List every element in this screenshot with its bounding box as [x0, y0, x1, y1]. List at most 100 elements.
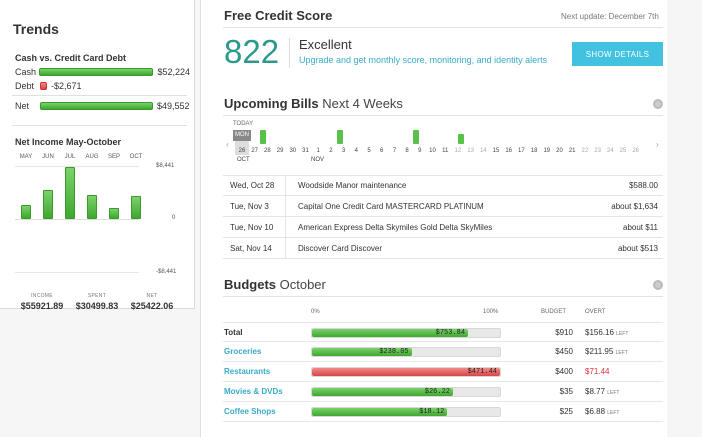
- cash-label: Cash: [15, 67, 37, 77]
- timeline-day[interactable]: 14: [479, 148, 487, 154]
- timeline-day[interactable]: 20: [556, 148, 563, 154]
- timeline-day[interactable]: 18: [530, 148, 538, 154]
- budget-name[interactable]: Coffee Shops: [224, 407, 276, 416]
- budget-remaining: $156.16 LEFT: [585, 328, 628, 337]
- timeline-day[interactable]: 23: [594, 148, 601, 154]
- timeline-day[interactable]: 10: [429, 148, 436, 154]
- upgrade-link[interactable]: Upgrade and get monthly score, monitorin…: [299, 55, 548, 65]
- timeline-day[interactable]: 12: [454, 148, 462, 154]
- bill-marker[interactable]: [337, 130, 343, 144]
- budgets-header: 0% 100% BUDGET OVERT: [223, 306, 663, 322]
- remaining-value: $211.95: [585, 347, 614, 356]
- bill-name: Discover Card Discover: [285, 238, 553, 258]
- timeline-next-icon[interactable]: ›: [656, 140, 659, 149]
- timeline-day[interactable]: 19: [543, 148, 551, 154]
- timeline-day[interactable]: 26: [632, 148, 640, 154]
- timeline-day[interactable]: 16: [505, 148, 513, 154]
- timeline-day[interactable]: 8: [405, 148, 409, 154]
- budget-track: $26.22: [311, 387, 501, 397]
- budget-row[interactable]: Total $753.84 $910 $156.16 LEFT: [223, 322, 663, 342]
- remaining-suffix: LEFT: [607, 410, 620, 416]
- y-zero-label: 0: [172, 215, 176, 221]
- budget-track: $238.05: [311, 347, 501, 357]
- budget-name[interactable]: Movies & DVDs: [224, 387, 283, 396]
- budget-remaining: $6.88 LEFT: [585, 407, 620, 416]
- bill-row[interactable]: Tue, Nov 10 American Express Delta Skymi…: [223, 217, 663, 238]
- nov-label: NOV: [311, 157, 325, 163]
- timeline-day[interactable]: 27: [251, 148, 259, 154]
- income-bar-jun[interactable]: [43, 190, 53, 219]
- income-bar-oct[interactable]: [131, 196, 141, 219]
- timeline-day[interactable]: 4: [354, 148, 358, 154]
- stat-value: $55921.89: [20, 301, 64, 311]
- timeline-day[interactable]: 28: [264, 148, 271, 154]
- income-bar-may[interactable]: [21, 205, 31, 219]
- bills-gear-icon[interactable]: [653, 99, 663, 109]
- timeline-day[interactable]: 6: [380, 148, 384, 154]
- bills-subtitle: Next 4 Weeks: [322, 96, 403, 111]
- show-details-button[interactable]: SHOW DETAILS: [572, 42, 663, 66]
- timeline-day[interactable]: 11: [442, 148, 449, 154]
- bill-row[interactable]: Tue, Nov 3 Capital One Credit Card MASTE…: [223, 196, 663, 217]
- timeline-day[interactable]: 30: [289, 148, 297, 154]
- budget-row[interactable]: Groceries $238.05 $450 $211.95 LEFT: [223, 342, 663, 362]
- bill-date: Sat, Nov 14: [230, 243, 272, 253]
- col-hundred: 100%: [483, 309, 499, 315]
- bill-date: Tue, Nov 10: [230, 222, 274, 232]
- budget-row[interactable]: Movies & DVDs $26.22 $35 $8.77 LEFT: [223, 382, 663, 402]
- timeline-day[interactable]: 1: [316, 148, 320, 154]
- timeline-day[interactable]: 31: [302, 148, 309, 154]
- next-update: Next update: December 7th: [561, 12, 659, 21]
- bill-marker[interactable]: [260, 130, 266, 144]
- timeline-day[interactable]: 13: [467, 148, 474, 154]
- month-label: MAY: [19, 154, 33, 160]
- timeline-day[interactable]: 17: [518, 148, 525, 154]
- credit-rating: Excellent: [299, 37, 352, 52]
- budget-row[interactable]: Coffee Shops $18.12 $25 $6.88 LEFT: [223, 402, 663, 422]
- budget-name[interactable]: Groceries: [224, 347, 262, 356]
- net-row[interactable]: Net $49,552: [15, 99, 190, 113]
- today-marker: [235, 141, 249, 155]
- bill-marker[interactable]: [413, 130, 419, 144]
- timeline-day[interactable]: 29: [276, 148, 284, 154]
- remaining-value: $156.16: [585, 328, 614, 337]
- cash-row[interactable]: Cash $52,224: [15, 65, 190, 79]
- debt-section-title: Cash vs. Credit Card Debt: [15, 53, 127, 63]
- income-bar-sep[interactable]: [109, 208, 119, 219]
- income-bar-jul[interactable]: [65, 167, 75, 219]
- budget-track: $471.44: [311, 367, 501, 377]
- bill-name: Capital One Credit Card MASTERCARD PLATI…: [285, 196, 553, 216]
- remaining-value: $8.77: [585, 387, 606, 396]
- col-zero: 0%: [311, 309, 320, 315]
- timeline-day[interactable]: 7: [392, 148, 397, 154]
- timeline-day[interactable]: 3: [341, 148, 346, 154]
- debt-row[interactable]: Debt -$2,671: [15, 79, 190, 93]
- today-day: MON: [233, 130, 251, 141]
- income-stat: INCOME $55921.89: [17, 293, 67, 311]
- bill-row[interactable]: Sat, Nov 14 Discover Card Discover about…: [223, 238, 663, 259]
- timeline-day[interactable]: 21: [568, 148, 576, 154]
- timeline-day[interactable]: 2: [329, 148, 333, 154]
- timeline-day[interactable]: 26: [238, 148, 246, 154]
- budgets-subtitle: October: [279, 277, 326, 292]
- bill-name: Woodside Manor maintenance: [285, 176, 553, 195]
- budgets-title: Budgets October: [224, 277, 326, 292]
- gridline-zero: [15, 219, 139, 220]
- budgets-gear-icon[interactable]: [653, 280, 663, 290]
- income-bar-aug[interactable]: [87, 195, 97, 219]
- budget-name[interactable]: Restaurants: [224, 367, 271, 376]
- credit-score: 822: [224, 33, 280, 70]
- timeline-day[interactable]: 22: [581, 148, 589, 154]
- timeline-day[interactable]: 9: [418, 148, 422, 154]
- timeline-prev-icon[interactable]: ‹: [226, 140, 229, 149]
- bill-row[interactable]: Wed, Oct 28 Woodside Manor maintenance $…: [223, 175, 663, 196]
- budget-row[interactable]: Restaurants $471.44 $400 $71.44: [223, 362, 663, 382]
- timeline-day[interactable]: 5: [367, 148, 371, 154]
- timeline-day[interactable]: 24: [606, 148, 614, 154]
- stat-label: INCOME: [31, 293, 53, 299]
- bill-marker[interactable]: [458, 134, 464, 144]
- timeline-day[interactable]: 25: [619, 148, 627, 154]
- divider: [223, 115, 663, 116]
- timeline-day[interactable]: 15: [492, 148, 500, 154]
- divider: [12, 95, 187, 96]
